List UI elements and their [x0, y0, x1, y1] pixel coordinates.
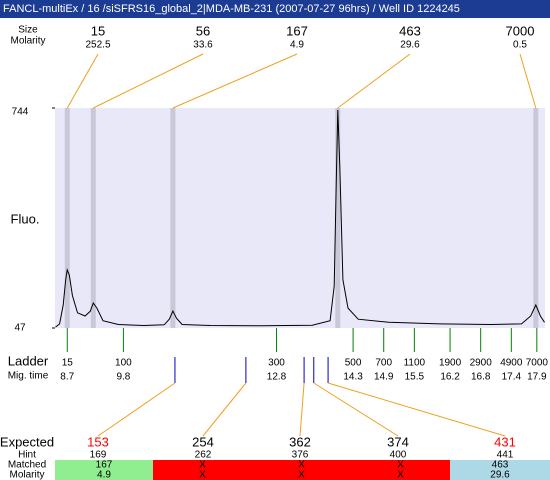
matched-size: X — [298, 460, 305, 471]
hint-size: 262 — [195, 450, 212, 461]
y-axis-label: Fluo. — [11, 211, 40, 226]
ladder-size: 4900 — [500, 358, 523, 369]
hint-connector — [313, 382, 399, 437]
row-label: Ladder — [8, 353, 49, 368]
ladder-time: 9.8 — [116, 372, 130, 383]
hint-size: 400 — [390, 450, 407, 461]
matched-size: 463 — [492, 460, 509, 471]
match-cell — [351, 460, 450, 480]
matched-size: 167 — [96, 460, 113, 471]
ladder-time: 14.9 — [374, 372, 394, 383]
peak-connector — [337, 53, 411, 109]
hint-size: 441 — [497, 450, 514, 461]
peak-size: 7000 — [506, 23, 535, 38]
matched-size: X — [199, 460, 206, 471]
row-label: Size — [18, 25, 38, 36]
matched-molarity: 29.6 — [490, 470, 510, 480]
match-cell — [450, 460, 550, 480]
expected-size: 431 — [494, 434, 516, 449]
peak-connector — [519, 53, 537, 109]
y-tick-label: 744 — [12, 107, 29, 118]
expected-size: 374 — [387, 434, 409, 449]
row-label: Molarity — [9, 470, 44, 480]
row-label: Molarity — [10, 36, 45, 47]
peak-connector — [93, 53, 204, 109]
ladder-size: 1100 — [404, 358, 426, 369]
hint-size: 169 — [90, 450, 107, 461]
hint-connector — [202, 382, 247, 437]
ladder-time: 17.4 — [502, 372, 522, 383]
plot-area — [55, 108, 545, 328]
ladder-size: 1900 — [439, 358, 462, 369]
match-cell — [252, 460, 351, 480]
peak-molarity: 0.5 — [513, 40, 527, 51]
ladder-size: 2900 — [470, 358, 493, 369]
matched-size: X — [397, 460, 404, 471]
peak-band — [335, 108, 341, 328]
y-tick-label: 47 — [14, 323, 26, 334]
ladder-time: 16.2 — [440, 372, 460, 383]
peak-band — [64, 108, 70, 328]
matched-molarity: X — [298, 470, 305, 480]
hint-connector — [327, 382, 506, 437]
ladder-size: 7000 — [526, 358, 549, 369]
peak-size: 167 — [286, 23, 308, 38]
expected-size: 362 — [289, 434, 311, 449]
ladder-size: 500 — [345, 358, 362, 369]
row-label: Hint — [18, 450, 36, 461]
row-label: Expected — [0, 434, 54, 449]
row-label: Matched — [8, 460, 46, 471]
peak-size: 463 — [399, 23, 421, 38]
match-cell — [153, 460, 252, 480]
hint-size: 376 — [292, 450, 309, 461]
matched-molarity: 4.9 — [97, 470, 111, 480]
row-label: Mig. time — [8, 371, 49, 382]
peak-connector — [66, 53, 99, 109]
ladder-time: 14.3 — [343, 372, 363, 383]
ladder-time: 8.7 — [60, 372, 74, 383]
title-bar — [0, 0, 550, 18]
matched-molarity: X — [199, 470, 206, 480]
ladder-size: 300 — [268, 358, 285, 369]
peak-band — [170, 108, 176, 328]
ladder-time: 15.5 — [405, 372, 425, 383]
peak-molarity: 4.9 — [290, 40, 304, 51]
trace — [55, 109, 545, 328]
matched-molarity: X — [397, 470, 404, 480]
expected-size: 254 — [192, 434, 214, 449]
ladder-size: 100 — [115, 358, 132, 369]
hint-connector — [299, 382, 305, 437]
peak-size: 56 — [196, 23, 210, 38]
peak-molarity: 29.6 — [400, 40, 420, 51]
expected-size: 153 — [87, 434, 109, 449]
ladder-time: 16.8 — [471, 372, 491, 383]
ladder-time: 12.8 — [267, 372, 287, 383]
peak-molarity: 33.6 — [193, 40, 213, 51]
title: FANCL-multiEx / 16 /siSFRS16_global_2|MD… — [3, 3, 460, 15]
ladder-size: 15 — [62, 358, 74, 369]
hint-connector — [97, 382, 176, 437]
peak-band — [533, 108, 539, 328]
peak-connector — [172, 53, 298, 109]
ladder-size: 700 — [375, 358, 392, 369]
ladder-time: 17.9 — [527, 372, 547, 383]
match-cell — [55, 460, 153, 480]
peak-band — [90, 108, 96, 328]
peak-molarity: 252.5 — [85, 40, 110, 51]
peak-size: 15 — [91, 23, 105, 38]
